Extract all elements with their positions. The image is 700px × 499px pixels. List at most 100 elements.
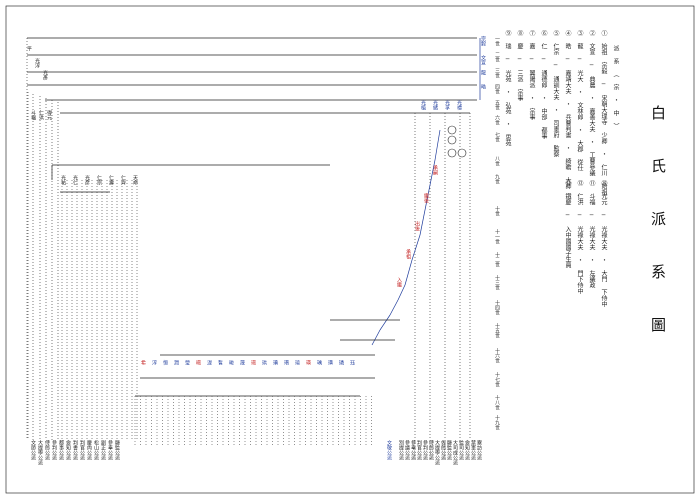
descent-line xyxy=(397,284,406,301)
descent-line xyxy=(411,234,421,261)
branch-footer-label: 大提學公派 xyxy=(37,440,43,465)
branch-footer-label: 僉知公派 xyxy=(65,440,71,460)
root-name: 宗毅 xyxy=(480,36,486,46)
branch-footer-label: 都事公派 xyxy=(58,440,64,460)
legend-entry: ⑬ 鐵慶 ─ 入中國國子生員 xyxy=(564,180,571,268)
branch-footer-label: 判書公派 xyxy=(72,440,78,460)
member-name: 琠 xyxy=(272,360,278,365)
member-name: 仁壽 xyxy=(108,175,114,185)
generation-label: 十六世 xyxy=(494,348,500,363)
descent-line xyxy=(389,299,399,316)
member-name: 潤 xyxy=(173,360,179,365)
member-name: 光彦 xyxy=(84,175,90,185)
generation-label: 二世 xyxy=(494,52,500,62)
generation-label: 十一世 xyxy=(494,229,500,244)
generation-label: 十七世 xyxy=(494,372,500,387)
gen4-name: 晧 xyxy=(480,84,486,89)
legend-header: 派 系 （ 宗 ・ 中 ） xyxy=(612,45,619,129)
generation-label: 五世 xyxy=(494,100,500,110)
branch-footer-label: 侍郎公派 xyxy=(428,440,434,460)
member-name: 璟 xyxy=(250,360,256,365)
branch-footer-label: 佐郎公派 xyxy=(440,440,446,460)
member-name: 瑄 xyxy=(294,360,300,365)
member-name: 仁宗 xyxy=(96,175,102,185)
member-name: 仁洪 xyxy=(38,110,44,120)
member-name: 珏 xyxy=(349,360,355,365)
member-name: 湜 xyxy=(206,360,212,365)
member-name: 恒 xyxy=(162,360,168,365)
chart-title: 白 氏 派 系 圖 xyxy=(649,105,667,342)
member-name: 瑩 xyxy=(184,360,190,365)
generation-label: 十三世 xyxy=(494,275,500,290)
branch-footer-label: 慶尙公派 xyxy=(86,440,92,460)
branch-footer-label: 參判公派 xyxy=(51,440,57,460)
member-name: 天命 xyxy=(132,175,138,185)
branch-footer-label: 參判公派 xyxy=(422,440,428,460)
branch-footer-label: 大提學公派 xyxy=(434,440,440,465)
legend-entry: ⑨ 瑞 ─ 光苑 ・ 弘苑 ・ 思苑 xyxy=(504,30,511,146)
generation-label: 十五世 xyxy=(494,323,500,338)
descent-line xyxy=(429,159,436,186)
member-name: 淳 xyxy=(151,360,157,365)
generation-label: 十九世 xyxy=(494,415,500,430)
member-name: 晟 xyxy=(239,360,245,365)
descent-line xyxy=(379,314,391,331)
marker-circle xyxy=(447,148,457,158)
generation-label: 十二世 xyxy=(494,252,500,267)
branch-footer-label: 大司成公派 xyxy=(452,440,458,465)
branch-footer-label: 松山公派 xyxy=(93,440,99,460)
member-name: 璘 xyxy=(338,360,344,365)
branch-footer-label: 縣監公派 xyxy=(114,440,120,460)
branch-footer-label: 禁軍公派 xyxy=(470,440,476,460)
branch-footer-label: 參議公派 xyxy=(404,440,410,460)
member-name-red: 繼後 xyxy=(423,193,429,203)
legend-entry: ⑧ 慶 ─ 三派 宗事 xyxy=(516,30,523,101)
member-name-red: 承嗣 xyxy=(432,165,438,175)
member-name-red: 承祖 xyxy=(405,249,411,259)
branch-footer-label: 副正公派 xyxy=(100,440,106,460)
descent-line xyxy=(434,129,441,161)
descent-line xyxy=(424,184,431,211)
member-name-red: 出後 xyxy=(414,221,420,231)
branch-footer-label: 侍郎公派 xyxy=(44,440,50,460)
legend-entry: ⑪ 斗福 ─ 光祿大夫 ・ 左議政 xyxy=(588,180,595,288)
gen3-name: 龍 xyxy=(480,70,486,75)
member-name: 瑨 xyxy=(283,360,289,365)
generation-label: 十四世 xyxy=(494,300,500,315)
member-name: 光淳 xyxy=(34,58,40,68)
descent-line xyxy=(371,329,381,346)
member-name: 光孚 xyxy=(444,100,450,110)
member-name: 瑛 xyxy=(305,360,311,365)
generation-label: 八世 xyxy=(494,156,500,166)
legend-entry: ⑫ 仁洪 ─ 光祿大夫 ・ 門下侍中 xyxy=(576,180,583,294)
branch-footer-label: 別提公派 xyxy=(398,440,404,460)
descent-line xyxy=(404,259,413,286)
gen2-name: 文宣 xyxy=(480,55,486,65)
member-name: 光祐 xyxy=(60,175,66,185)
branch-footer-label: 文敬公派 xyxy=(386,440,392,460)
member-name: 光彥 xyxy=(42,70,48,80)
generation-label: 十世 xyxy=(494,206,500,216)
member-name: 瑀 xyxy=(316,360,322,365)
descent-line xyxy=(419,209,426,236)
legend-entry: ② 文宣 ─ 典農 ・ 嘉善大夫 ・ 工曹參議 xyxy=(588,30,595,176)
member-name-red: 入繼 xyxy=(396,277,402,287)
branch-footer-label: 察訪公派 xyxy=(476,440,482,460)
generation-label: 七世 xyxy=(494,132,500,142)
legend-entry: ⑩ 光元 ─ 光祿大夫 ・ 大門 下侍中 xyxy=(600,180,607,307)
branch-footer-label: 判官公派 xyxy=(416,440,422,460)
legend-entry: ⑦ 嘉 ─ 翼陽派 ・ 宗事 xyxy=(528,30,535,120)
generation-label: 三世 xyxy=(494,68,500,78)
member-name: 光植 xyxy=(420,100,426,110)
member-name: 璜 xyxy=(327,360,333,365)
branch-footer-label: 僉知公派 xyxy=(464,440,470,460)
member-name: 晳 xyxy=(217,360,223,365)
outer-border xyxy=(5,5,695,494)
member-name: 光仁 xyxy=(72,175,78,185)
marker-circle xyxy=(447,125,457,135)
legend-entry: ④ 晧 ─ 嘉靖大夫 ・ 兵曹判書 ・ 綺瞻 大卿 xyxy=(564,30,571,189)
marker-circle xyxy=(457,148,467,158)
branch-footer-label: 參奉公派 xyxy=(410,440,416,460)
